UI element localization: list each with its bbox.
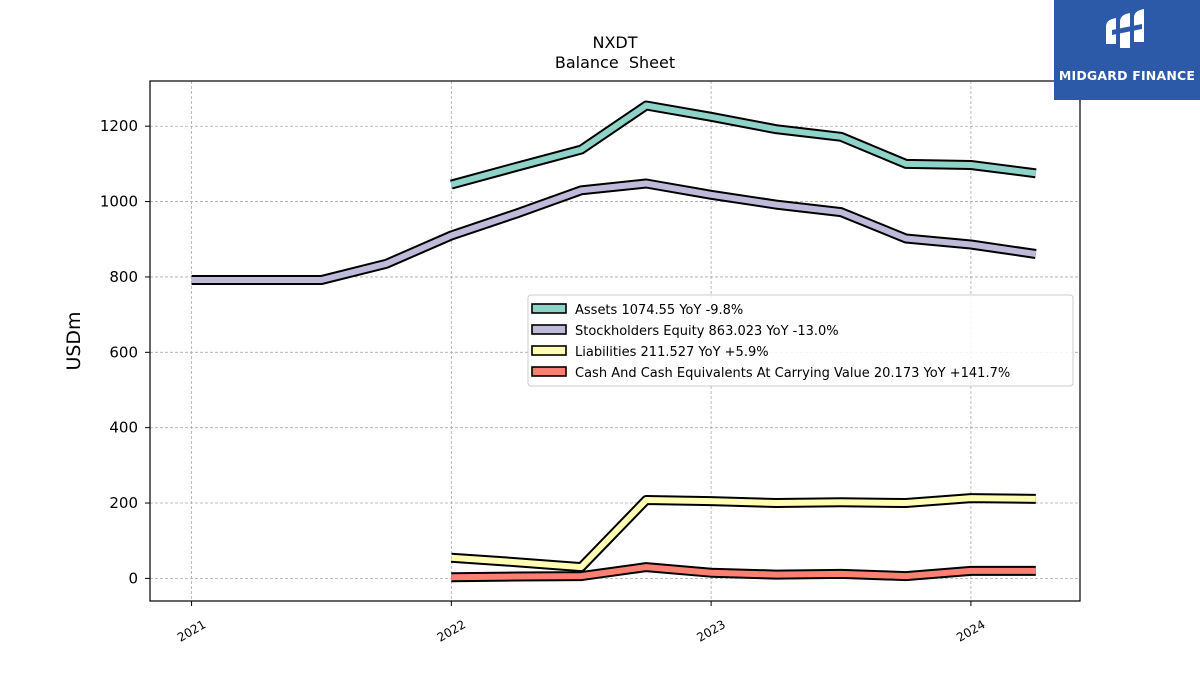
brand-name: MIDGARD FINANCE: [1058, 68, 1196, 83]
y-tick-label: 1000: [100, 193, 138, 211]
legend-swatch: [531, 345, 567, 356]
legend-swatch: [531, 324, 567, 335]
y-tick-label: 1200: [100, 117, 138, 135]
series-outline: [191, 178, 1037, 285]
brand-logo: MIDGARD FINANCE: [1054, 0, 1200, 100]
legend-entry: Liabilities 211.527 YoY +5.9%: [575, 345, 769, 360]
series-outline: [450, 493, 1036, 573]
legend-box: [527, 294, 1074, 387]
plot-frame: [149, 80, 1081, 602]
series-line: [191, 180, 1037, 283]
y-tick-label: 200: [109, 494, 138, 512]
chart-title: NXDT: [592, 33, 637, 52]
series-outline: [449, 100, 1037, 190]
series-line: [451, 495, 1036, 571]
chart-subtitle: Balance Sheet: [555, 53, 675, 72]
x-tick-label: 2021: [175, 617, 208, 644]
x-tick-label: 2024: [954, 617, 987, 644]
legend-swatch: [531, 303, 567, 314]
y-tick-label: 0: [128, 569, 138, 587]
y-axis-label: USDm: [63, 311, 85, 370]
legend-swatch: [531, 366, 567, 377]
series-line: [450, 102, 1037, 188]
series-layer: [191, 100, 1037, 583]
y-tick-label: 800: [109, 268, 138, 286]
midgard-logo-icon: [1106, 9, 1144, 48]
y-tick-label: 600: [109, 343, 138, 361]
legend: Assets 1074.55 YoY -9.8% Stockholders Equ…: [527, 294, 1074, 387]
legend-entry: Cash And Cash Equivalents At Carrying Va…: [575, 366, 1010, 381]
series-line: [451, 564, 1036, 581]
x-tick-label: 2022: [435, 617, 468, 644]
axes: 0 200 400 600 800 1000 1200 2021 2022 2023 2024: [100, 117, 988, 644]
y-tick-label: 400: [109, 419, 138, 437]
legend-entry: Assets 1074.55 YoY -9.8%: [575, 303, 743, 318]
x-tick-label: 2023: [694, 617, 727, 644]
legend-entry: Stockholders Equity 863.023 YoY -13.0%: [575, 324, 839, 339]
